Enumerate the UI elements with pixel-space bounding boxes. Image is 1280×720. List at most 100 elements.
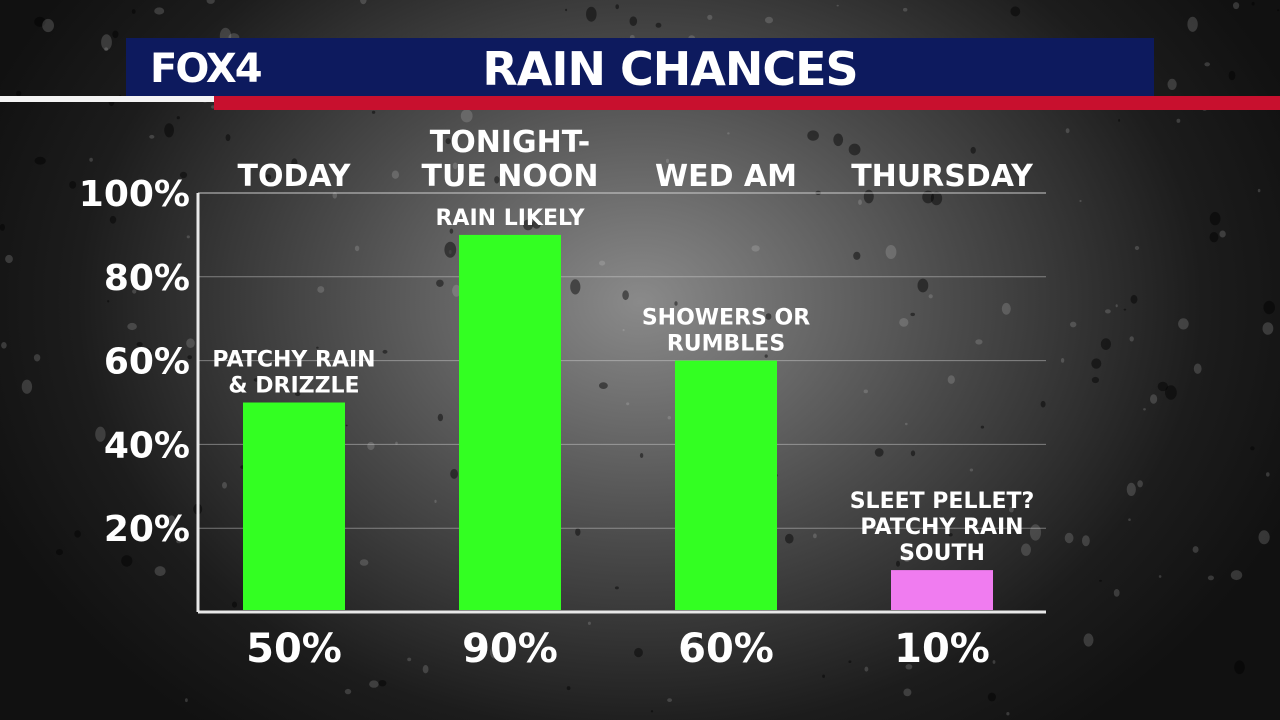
raindrop	[1129, 336, 1134, 342]
raindrop	[112, 30, 119, 39]
raindrop	[1207, 575, 1214, 581]
raindrop	[910, 312, 915, 317]
y-tick-label: 100%	[79, 174, 190, 215]
raindrop	[136, 342, 143, 347]
raindrop	[1257, 188, 1261, 193]
y-tick-label: 40%	[104, 425, 190, 466]
raindrop	[1, 342, 7, 349]
raindrop	[1006, 712, 1010, 716]
raindrop	[452, 162, 458, 170]
raindrop	[1192, 546, 1199, 553]
raindrop	[0, 223, 5, 231]
raindrop	[858, 199, 862, 205]
raindrop	[154, 566, 166, 577]
raindrop	[69, 181, 77, 189]
raindrop	[1250, 446, 1255, 451]
raindrop	[1178, 318, 1189, 330]
raindrop	[16, 90, 22, 97]
raindrop	[899, 318, 909, 327]
raindrop	[89, 157, 93, 162]
raindrop	[523, 219, 534, 231]
raindrop	[667, 416, 671, 420]
raindrop	[131, 9, 136, 14]
raindrop	[449, 228, 454, 234]
raindrop	[896, 560, 900, 567]
raindrop	[265, 174, 272, 181]
raindrop	[1070, 321, 1077, 328]
raindrop	[622, 328, 625, 332]
raindrop	[316, 346, 319, 349]
raindrop	[407, 657, 412, 662]
raindrop	[1258, 530, 1270, 545]
raindrop	[1143, 408, 1146, 411]
bar	[459, 234, 561, 610]
raindrop	[586, 6, 597, 22]
raindrop	[863, 389, 868, 394]
raindrop	[109, 215, 117, 224]
raindrop	[615, 4, 619, 10]
raindrop	[987, 692, 997, 702]
raindrop	[848, 660, 852, 663]
raindrop	[225, 134, 231, 142]
y-tick-label: 60%	[104, 342, 190, 383]
raindrop	[905, 664, 913, 670]
raindrop	[1204, 62, 1210, 67]
raindrop	[833, 133, 844, 147]
raindrop	[186, 235, 190, 239]
raindrop	[970, 146, 976, 154]
raindrop	[157, 520, 169, 529]
raindrop	[1082, 535, 1090, 547]
raindrop	[295, 391, 301, 397]
raindrop	[655, 22, 662, 28]
raindrop	[634, 647, 643, 658]
raindrop	[1219, 230, 1226, 238]
raindrop	[291, 158, 298, 168]
raindrop	[1029, 524, 1042, 541]
raindrop	[452, 284, 461, 297]
bar	[243, 402, 345, 610]
raindrop	[360, 0, 367, 5]
station-logo: FOX4	[150, 46, 263, 92]
raindrop	[143, 347, 152, 358]
raindrop	[864, 666, 869, 672]
raindrop	[185, 698, 188, 703]
raindrop	[599, 382, 608, 389]
raindrop	[1176, 118, 1181, 123]
raindrop	[1010, 6, 1021, 17]
raindrop	[253, 378, 259, 382]
raindrop	[727, 132, 730, 135]
category-label: TODAY	[238, 159, 352, 194]
raindrop	[1158, 575, 1162, 578]
raindrop	[33, 354, 41, 362]
raindrop	[167, 515, 176, 527]
raindrop	[1123, 308, 1127, 311]
raindrop	[666, 158, 669, 163]
raindrop	[450, 468, 458, 479]
raindrop	[853, 251, 861, 260]
raindrop	[1130, 294, 1138, 304]
bar-annotation: RAIN LIKELY	[435, 206, 585, 231]
bar-annotation: SLEET PELLET?	[850, 489, 1035, 514]
y-tick-label: 80%	[104, 258, 190, 299]
raindrop	[822, 674, 825, 678]
raindrop	[980, 425, 985, 429]
raindrop	[1118, 119, 1121, 122]
raindrop	[1251, 1, 1255, 6]
raindrop	[127, 322, 137, 331]
raindrop	[969, 468, 974, 472]
raindrop	[132, 289, 137, 294]
raindrop	[354, 245, 360, 252]
raindrop	[1263, 300, 1275, 315]
raindrop	[1157, 381, 1169, 392]
raindrop	[930, 191, 943, 206]
raindrop	[1105, 309, 1111, 314]
raindrop	[629, 16, 638, 27]
raindrop	[206, 0, 215, 4]
raindrop	[1017, 528, 1020, 531]
raindrop	[1113, 589, 1120, 597]
raindrop	[176, 539, 182, 544]
raindrop	[807, 130, 819, 141]
raindrop	[765, 16, 773, 24]
bar-annotation: PATCHY RAIN	[860, 515, 1023, 540]
raindrop	[34, 16, 46, 27]
